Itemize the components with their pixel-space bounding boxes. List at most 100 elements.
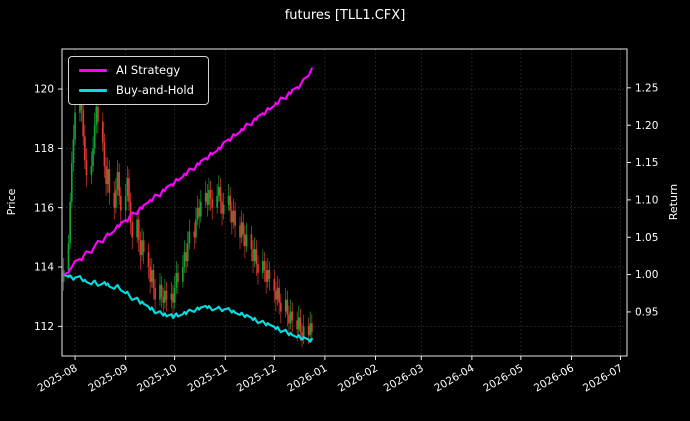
x-tick-label: 2025-11 <box>186 362 230 394</box>
y-tick-label-right: 1.10 <box>635 194 658 206</box>
y-tick-label-right: 1.05 <box>635 232 658 244</box>
candle-body <box>185 252 187 262</box>
candle-body <box>221 201 223 214</box>
candle-body <box>204 192 207 202</box>
candle-body <box>276 287 279 300</box>
candle-body <box>216 195 218 208</box>
legend-entry-ai-strategy: AI Strategy <box>79 64 194 77</box>
candle-body <box>299 317 302 333</box>
candle-body <box>129 201 132 223</box>
candle-body <box>229 195 232 211</box>
candle-body <box>103 142 106 167</box>
candle-body <box>131 222 134 238</box>
y-axis-label-left: Price <box>5 188 18 215</box>
candle-body <box>186 243 189 262</box>
candle-body <box>119 195 122 211</box>
candle-body <box>195 219 197 238</box>
candle-body <box>62 269 65 282</box>
candle-body <box>128 178 130 202</box>
x-tick-label: 2026-04 <box>432 362 476 394</box>
candle-body <box>152 269 155 288</box>
candle-body <box>170 293 173 300</box>
candle-body <box>97 106 99 122</box>
candle-body <box>70 163 73 202</box>
candle-body <box>266 269 269 282</box>
candle-body <box>310 323 313 333</box>
candle-body <box>275 290 277 300</box>
candle-body <box>288 314 290 324</box>
candle-body <box>278 287 281 303</box>
x-tick-label: 2025-09 <box>86 362 130 394</box>
y-axis-ticks-left: 112 114 116 118 120 <box>34 84 62 333</box>
candle-body <box>142 240 145 253</box>
candle-body <box>85 160 88 176</box>
x-tick-label: 2026-03 <box>382 362 426 394</box>
y-tick-label-left: 120 <box>34 84 54 96</box>
candle-body <box>263 261 266 270</box>
x-axis-ticks: 2025-08 2025-09 2025-10 2025-11 2025-12 2026-… <box>36 356 625 395</box>
candle-body <box>147 252 150 268</box>
y-tick-label-right: 1.20 <box>635 120 658 132</box>
candle-body <box>227 195 230 205</box>
y-tick-label-right: 1.00 <box>635 269 658 281</box>
legend-label: Buy-and-Hold <box>116 82 194 97</box>
y-tick-label-left: 118 <box>34 143 54 155</box>
candle-body <box>124 195 127 211</box>
x-tick-label: 2026-06 <box>532 362 576 394</box>
candle-body <box>126 178 129 196</box>
legend-entry-buy-and-hold: Buy-and-Hold <box>79 82 194 97</box>
candle-body <box>253 249 256 262</box>
candle-body <box>139 240 142 256</box>
candle-body <box>262 261 264 273</box>
candle-body <box>309 323 312 336</box>
candle-body <box>108 169 111 193</box>
candle-body <box>175 272 178 288</box>
candle-body <box>136 219 138 238</box>
candle-body <box>257 264 259 273</box>
candle-body <box>297 317 300 330</box>
candle-body <box>162 296 165 303</box>
candle-body <box>141 240 143 256</box>
candle-body <box>105 166 107 184</box>
candle-body <box>177 272 179 282</box>
candle-body <box>101 121 104 143</box>
candle-body <box>289 311 292 324</box>
y-tick-label-left: 112 <box>34 321 54 333</box>
x-tick-label: 2025-08 <box>36 362 80 394</box>
candle-body <box>164 290 166 303</box>
candle-body <box>92 148 94 167</box>
candle-body <box>209 189 212 199</box>
candle-body <box>222 204 225 214</box>
candle-body <box>239 225 241 238</box>
candle-body <box>307 326 310 336</box>
candle-body <box>115 189 117 208</box>
y-tick-label-left: 116 <box>34 202 54 214</box>
candle-body <box>301 332 303 339</box>
candle-body <box>291 311 294 321</box>
candle-body <box>72 139 75 164</box>
candle-body <box>82 109 85 137</box>
x-tick-label: 2025-12 <box>235 362 279 394</box>
x-tick-label: 2025-10 <box>135 362 179 394</box>
candle-body <box>160 284 163 297</box>
candle-body <box>217 186 220 196</box>
candle-body <box>93 124 96 149</box>
y-axis-label-right: Return <box>667 184 680 221</box>
candle-body <box>286 299 289 315</box>
candle-body <box>255 249 258 265</box>
candle-body <box>279 302 282 312</box>
candle-body <box>219 186 222 202</box>
candle-body <box>137 219 140 241</box>
candle-body <box>183 252 186 268</box>
candle-body <box>172 293 174 303</box>
candle-body <box>159 284 161 300</box>
candle-body <box>242 222 245 235</box>
candle-body <box>181 267 184 282</box>
candle-body <box>296 320 298 330</box>
chart-title: futures [TLL1.CFX] <box>284 8 406 23</box>
candle-body <box>240 222 243 238</box>
line-series-layer <box>62 67 313 343</box>
candle-body <box>232 210 235 223</box>
